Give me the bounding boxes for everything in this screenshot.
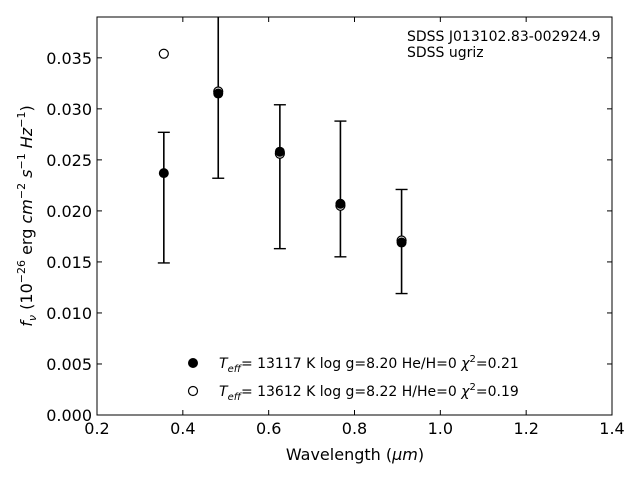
y-axis-label: fν (10−26 erg cm−2 s−1 Hz−1): [15, 105, 39, 326]
point-filled-circle: [274, 146, 285, 157]
y-tick-label: 0.030: [46, 100, 92, 119]
x-tick-label: 1.4: [599, 419, 624, 438]
y-tick-label: 0.000: [46, 406, 92, 425]
legend: Teff= 13117 K log g=8.20 He/H=0 χ2=0.21 …: [187, 354, 519, 403]
legend-entry-2: Teff= 13612 K log g=8.22 H/He=0 χ2=0.19: [219, 382, 519, 403]
point-filled-circle: [396, 237, 407, 248]
y-tick-label: 0.035: [46, 49, 92, 68]
legend-marker-open-circle: [187, 385, 199, 397]
x-tick-label: 0.6: [256, 419, 281, 438]
x-tick-label: 1.0: [428, 419, 453, 438]
data-markers: [158, 48, 407, 248]
y-tick-label: 0.015: [46, 253, 92, 272]
point-filled-circle: [213, 88, 224, 99]
y-tick-label: 0.005: [46, 355, 92, 374]
x-tick-label: 0.2: [84, 419, 109, 438]
point-filled-circle: [335, 198, 346, 209]
annotation-filter-set: SDSS ugriz: [407, 45, 484, 61]
x-tick-label: 0.8: [342, 419, 367, 438]
annotation-object-name: SDSS J013102.83-002924.9: [407, 29, 601, 45]
point-open-circle: [158, 48, 169, 59]
y-tick-label: 0.010: [46, 304, 92, 323]
legend-marker-filled-circle: [188, 358, 198, 368]
error-bars: [157, 17, 408, 295]
y-axis-ticks: 0.000 0.005 0.010 0.015 0.020 0.025 0.030 0.035: [46, 49, 612, 425]
x-tick-label: 0.4: [170, 419, 195, 438]
x-tick-label: 1.2: [513, 419, 538, 438]
y-tick-label: 0.020: [46, 202, 92, 221]
legend-entry-1: Teff= 13117 K log g=8.20 He/H=0 χ2=0.21: [219, 354, 519, 375]
y-tick-label: 0.025: [46, 151, 92, 170]
x-axis-ticks: 0.2 0.4 0.6 0.8 1.0 1.2 1.4: [84, 17, 625, 438]
x-axis-label: Wavelength (μm): [286, 445, 424, 464]
point-filled-circle: [158, 168, 169, 179]
